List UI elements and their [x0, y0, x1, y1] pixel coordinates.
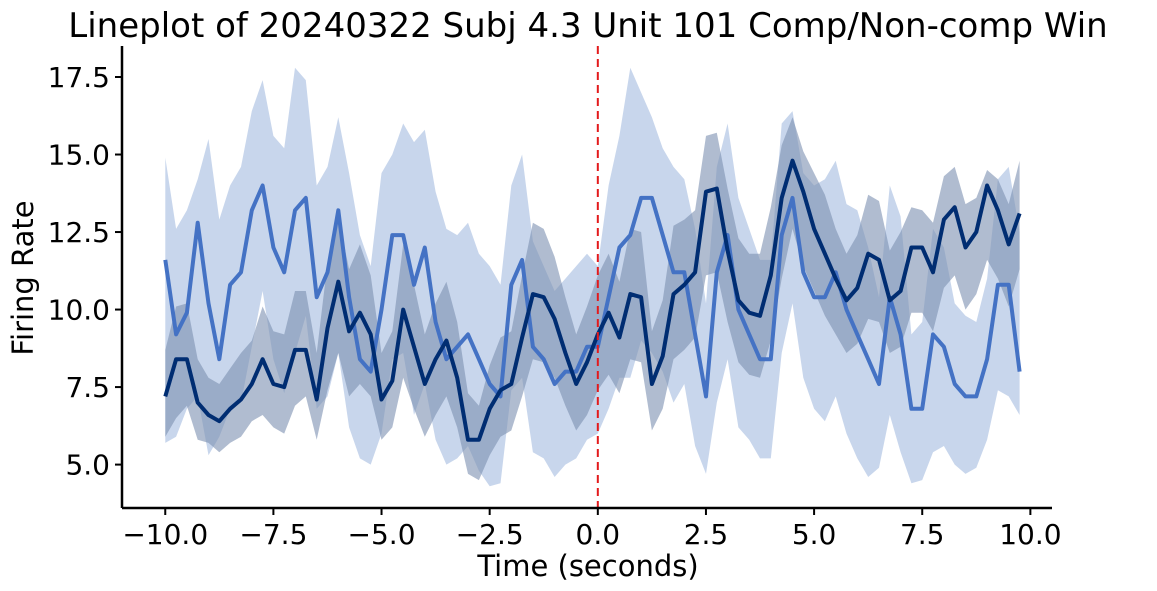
y-tick-label: 15.0	[48, 139, 110, 172]
x-tick-label: −5.0	[348, 518, 416, 551]
y-tick-label: 7.5	[65, 371, 110, 404]
x-tick-label: −7.5	[239, 518, 307, 551]
y-ticks: 5.0 7.5 10.0 12.5 15.0 17.5	[48, 61, 122, 482]
x-tick-label: 0.0	[576, 518, 621, 551]
x-tick-label: 10.0	[999, 518, 1061, 551]
y-tick-label: 10.0	[48, 294, 110, 327]
chart-title: Lineplot of 20240322 Subj 4.3 Unit 101 C…	[68, 6, 1107, 46]
x-ticks: −10.0 −7.5 −5.0 −2.5 0.0 2.5 5.0 7.5 10.0	[122, 508, 1062, 551]
x-tick-label: 5.0	[792, 518, 837, 551]
x-axis-label: Time (seconds)	[476, 549, 698, 583]
y-tick-label: 17.5	[48, 61, 110, 94]
y-tick-label: 12.5	[48, 216, 110, 249]
x-tick-label: −2.5	[456, 518, 524, 551]
x-tick-label: 7.5	[900, 518, 945, 551]
x-tick-label: 2.5	[684, 518, 729, 551]
y-axis-label: Firing Rate	[6, 200, 40, 355]
confidence-bands	[165, 67, 1020, 487]
series-lines	[163, 158, 1022, 442]
series-2-line	[163, 158, 1022, 442]
x-tick-label: −10.0	[122, 518, 208, 551]
y-tick-label: 5.0	[65, 449, 110, 482]
